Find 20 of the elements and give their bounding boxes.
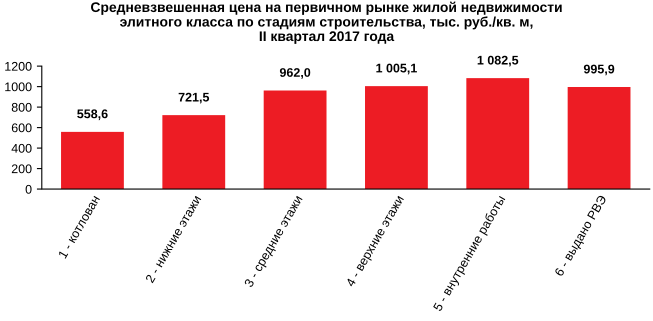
- chart-title: Средневзвешенная цена на первичном рынке жилой недвижимости элитного класса по стадиям строительства, тыс. руб./кв. м, II квартал 2017 года: [90, 2, 562, 44]
- y-tick-label: 200: [12, 164, 32, 174]
- y-tick-label: 800: [12, 102, 32, 112]
- bar: [568, 87, 630, 190]
- data-label: 1 082,5: [478, 56, 518, 66]
- y-tick-label: 1200: [5, 62, 32, 71]
- bar: [61, 132, 124, 190]
- y-tick-label: 0: [26, 184, 32, 194]
- data-label: 995,9: [584, 64, 614, 76]
- y-tick-label: 1000: [5, 82, 32, 92]
- data-label: 721,5: [178, 92, 210, 104]
- bar: [264, 90, 327, 190]
- data-label: 558,6: [77, 109, 108, 120]
- bar: [365, 86, 428, 190]
- data-label: 962,0: [280, 68, 310, 79]
- bar: [466, 78, 530, 190]
- y-tick-label: 400: [12, 144, 32, 153]
- data-label: 1 005,1: [376, 64, 417, 74]
- bar: [162, 115, 226, 190]
- y-tick-label: 600: [12, 123, 32, 132]
